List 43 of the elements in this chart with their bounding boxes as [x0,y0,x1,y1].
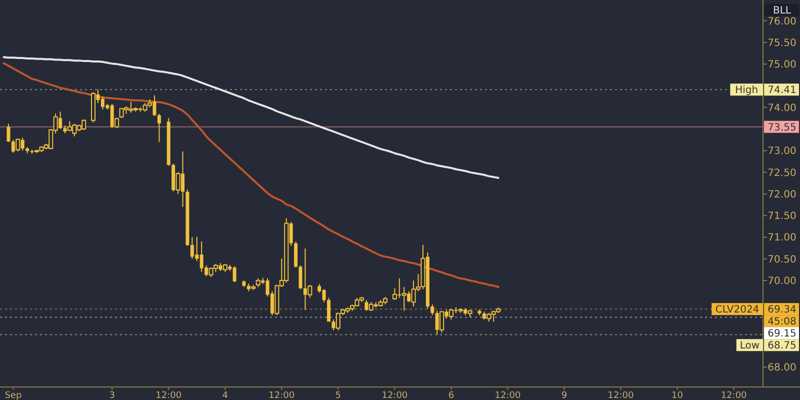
x-tick-label: 9 [561,391,568,400]
ref-line-label: CLV2024 [715,304,760,316]
candlestick [6,123,10,142]
x-tick-label: 10 [672,391,684,400]
ref-line-label: High [735,85,758,96]
candlestick [186,189,190,246]
legend-label: Low [740,340,760,352]
line-series [2,56,500,179]
y-tick-label: 72.00 [768,189,796,200]
text: 69.15 [768,328,796,340]
x-tick-label: 4 [222,391,228,400]
x-tick-label: 6 [448,391,454,400]
x-tick-label: Sep [4,391,22,400]
candlestick [402,286,406,312]
x-tick-label: 12:00 [720,391,748,400]
y-tick-label: 72.50 [768,168,796,179]
y-tick-label: 71.00 [768,232,796,244]
x-tick-label: 12:00 [494,391,521,400]
text: 69.34 [768,304,796,316]
annotation: 68.75 [768,340,796,352]
y-tick-label: 71.50 [768,211,796,222]
x-tick-label: 12:00 [608,391,634,400]
x-tick-label: 12:00 [268,391,295,400]
line-series [2,62,500,288]
y-tick-label: 75.50 [768,38,796,49]
y-tick-label: 70.50 [768,254,796,266]
text: BLL [772,6,792,16]
y-tick-label: 74.00 [768,102,796,114]
y-tick-label: 70.00 [768,276,796,288]
x-tick-label: 3 [109,391,115,400]
candlestick [166,118,170,166]
y-tick-label: 75.00 [768,60,796,71]
annotation: 73.55 [768,122,796,134]
x-tick-label: 12:00 [382,391,408,400]
candlestick [294,241,298,268]
text: 45:08 [768,316,796,328]
y-tick-label: 68.00 [768,362,796,374]
x-tick-label: 5 [335,391,342,400]
annotation: 74.41 [768,85,796,96]
y-tick-label: 76.00 [768,16,796,28]
y-tick-label: 73.00 [768,146,796,158]
x-tick-label: 12:00 [156,391,182,400]
candlestick [242,280,246,288]
